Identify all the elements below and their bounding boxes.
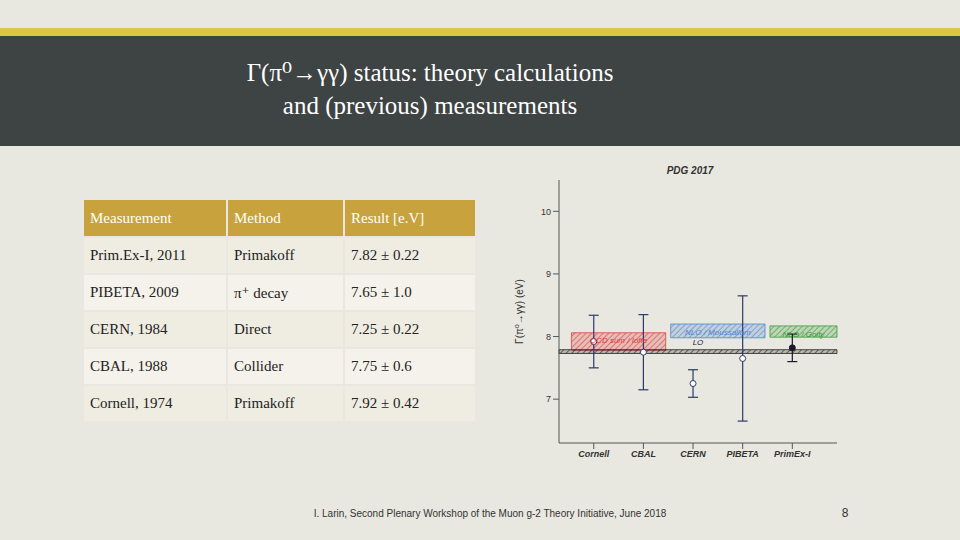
html-text:CBAL, 1988: CBAL, 1988 <box>90 358 168 374</box>
html-text:Γ(π⁰→γγ) status: theory calcul: Γ(π⁰→γγ) status: theory calculations <box>246 59 614 86</box>
html-text:7.25 ± 0.22: 7.25 ± 0.22 <box>351 321 420 337</box>
svg-text:8: 8 <box>546 332 551 342</box>
svg-text:NLO / Goity: NLO / Goity <box>783 330 826 339</box>
html-text:Primakoff: Primakoff <box>234 247 295 263</box>
svg-text:PrimEx-I: PrimEx-I <box>774 449 811 459</box>
svg-text:Γ(π⁰→γγ) (eV): Γ(π⁰→γγ) (eV) <box>514 279 525 344</box>
svg-text:QCD sum / Ioffe: QCD sum / Ioffe <box>590 336 648 345</box>
svg-text:Cornell: Cornell <box>578 449 610 459</box>
html-text:7.82 ± 0.22: 7.82 ± 0.22 <box>351 247 420 263</box>
svg-text:NLO / Moussallam: NLO / Moussallam <box>685 328 751 337</box>
html-text:Primakoff: Primakoff <box>234 395 295 411</box>
html-text:PIBETA, 2009: PIBETA, 2009 <box>90 284 179 300</box>
svg-text:PIBETA: PIBETA <box>727 449 759 459</box>
html-text:PDG 2017: PDG 2017 <box>666 165 714 176</box>
html-text:π⁺ decay: π⁺ decay <box>234 284 289 301</box>
svg-text:9: 9 <box>546 269 551 279</box>
html-text:7.65 ± 1.0: 7.65 ± 1.0 <box>351 284 412 300</box>
html-text:Direct: Direct <box>234 321 272 337</box>
html-text:Cornell, 1974: Cornell, 1974 <box>90 395 173 411</box>
html-text:7.75 ± 0.6: 7.75 ± 0.6 <box>351 358 412 374</box>
html-text:Prim.Ex-I, 2011: Prim.Ex-I, 2011 <box>90 247 187 263</box>
html-text:and (previous) measurements: and (previous) measurements <box>282 92 578 119</box>
svg-text:10: 10 <box>541 207 551 217</box>
svg-text:LO: LO <box>693 338 704 347</box>
html-text:Measurement: Measurement <box>90 209 172 226</box>
html-text:8: 8 <box>841 506 849 520</box>
html-text:I. Larin, Second Plenary Works: I. Larin, Second Plenary Workshop of the… <box>313 508 667 519</box>
html-text:7.92 ± 0.42: 7.92 ± 0.42 <box>351 395 420 411</box>
svg-text:CERN: CERN <box>680 449 706 459</box>
svg-text:CBAL: CBAL <box>631 449 656 459</box>
html-text:Method: Method <box>234 209 281 226</box>
svg-text:7: 7 <box>546 394 551 404</box>
html-text:Result [e.V]: Result [e.V] <box>351 209 425 226</box>
html-text:CERN, 1984: CERN, 1984 <box>90 321 168 337</box>
html-text:Collider: Collider <box>234 358 284 374</box>
